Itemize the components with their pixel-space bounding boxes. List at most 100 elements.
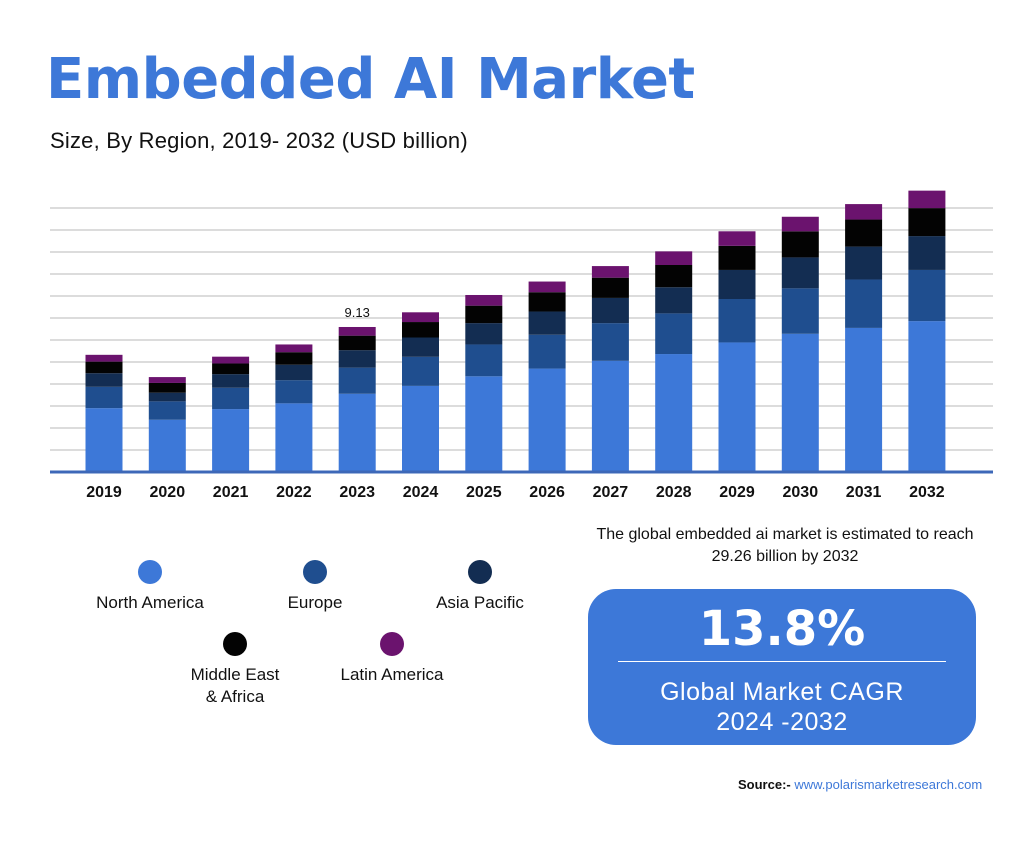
bar-segment-latin-america-2025 (465, 294, 503, 306)
x-tick-label-2032: 2032 (909, 484, 945, 501)
bar-segment-latin-america-2022 (275, 344, 313, 353)
bar-segment-north-america-2028 (655, 354, 693, 472)
bar-segment-middle-east-africa-2020 (148, 382, 186, 393)
x-tick-label-2022: 2022 (276, 484, 312, 501)
bar-segment-middle-east-africa-2027 (591, 277, 629, 298)
bar-segment-europe-2026 (528, 334, 566, 369)
bar-segment-asia-pacific-2026 (528, 311, 566, 335)
legend-label-north-america: North America (96, 593, 204, 612)
bar-segment-europe-2020 (148, 401, 186, 420)
cagr-divider (618, 661, 946, 662)
x-tick-label-2028: 2028 (656, 484, 692, 501)
bar-segment-europe-2019 (85, 386, 123, 409)
bar-segment-north-america-2027 (591, 360, 629, 472)
bar-segment-middle-east-africa-2030 (781, 231, 819, 258)
source-key: Source:- (738, 777, 791, 792)
x-tick-label-2020: 2020 (150, 484, 186, 501)
bar-segment-asia-pacific-2030 (781, 257, 819, 289)
bar-segment-asia-pacific-2022 (275, 364, 313, 381)
bar-segment-europe-2022 (275, 380, 313, 404)
bar-segment-asia-pacific-2032 (908, 236, 946, 270)
source-citation: Source:- www.polarismarketresearch.com (738, 777, 982, 792)
bar-segment-asia-pacific-2020 (148, 392, 186, 402)
source-link[interactable]: www.polarismarketresearch.com (794, 777, 983, 792)
bar-segment-asia-pacific-2027 (591, 297, 629, 324)
bar-segment-europe-2025 (465, 344, 503, 377)
bar-segment-asia-pacific-2031 (845, 246, 883, 280)
bar-segment-middle-east-africa-2023 (338, 335, 376, 351)
bar-segment-middle-east-africa-2019 (85, 361, 123, 374)
cagr-label-line2: 2024 -2032 (716, 708, 848, 736)
bar-segment-north-america-2022 (275, 403, 313, 472)
bar-segment-europe-2023 (338, 367, 376, 394)
chart-title: Embedded AI Market (46, 47, 695, 112)
bar-segment-north-america-2023 (338, 393, 376, 472)
legend-swatch-middle-east-africa (223, 632, 247, 656)
bar-segment-latin-america-2026 (528, 281, 566, 293)
bar-segment-asia-pacific-2024 (402, 337, 439, 357)
x-tick-label-2030: 2030 (783, 484, 819, 501)
bar-segment-latin-america-2032 (908, 190, 946, 209)
cagr-label-line1: Global Market CAGR (660, 678, 904, 706)
legend-swatch-north-america (138, 560, 162, 584)
legend-label-europe: Europe (287, 593, 343, 612)
bar-segment-north-america-2031 (845, 327, 883, 472)
legend-item-latin-america: Latin America (322, 632, 462, 686)
x-tick-label-2029: 2029 (719, 484, 755, 501)
bar-segment-latin-america-2021 (212, 356, 250, 364)
bar-segment-middle-east-africa-2026 (528, 292, 566, 312)
bar-segment-middle-east-africa-2028 (655, 264, 693, 288)
bar-segment-north-america-2021 (212, 409, 250, 472)
legend-label-asia-pacific: Asia Pacific (436, 593, 524, 612)
bar-segment-europe-2021 (212, 387, 250, 410)
bar-segment-middle-east-africa-2022 (275, 352, 313, 365)
cagr-callout: 13.8% Global Market CAGR 2024 -2032 (588, 589, 976, 745)
bar-segment-latin-america-2024 (402, 312, 439, 323)
bar-segment-middle-east-africa-2029 (718, 245, 756, 270)
x-tick-label-2027: 2027 (593, 484, 629, 501)
bar-segment-latin-america-2027 (591, 266, 629, 278)
bar-segment-asia-pacific-2029 (718, 269, 756, 300)
chart-subtitle: Size, By Region, 2019- 2032 (USD billion… (50, 128, 468, 153)
bar-segment-middle-east-africa-2025 (465, 305, 503, 324)
legend-item-north-america: North America (80, 560, 220, 614)
bar-segment-europe-2031 (845, 279, 883, 328)
x-tick-label-2026: 2026 (529, 484, 565, 501)
bar-segment-europe-2027 (591, 323, 629, 361)
bar-segment-asia-pacific-2021 (212, 374, 250, 388)
bar-segment-latin-america-2019 (85, 354, 123, 362)
legend-swatch-europe (303, 560, 327, 584)
bar-segment-latin-america-2023 (338, 326, 376, 336)
x-tick-label-2021: 2021 (213, 484, 249, 501)
legend-label-middle-east-africa: Middle East & Africa (190, 665, 280, 706)
x-tick-label-2031: 2031 (846, 484, 882, 501)
bar-segment-asia-pacific-2028 (655, 287, 693, 314)
bar-segment-north-america-2026 (528, 368, 566, 472)
legend-item-middle-east-africa: Middle East & Africa (170, 632, 300, 708)
bar-segment-north-america-2024 (402, 385, 439, 472)
bar-segment-middle-east-africa-2021 (212, 363, 250, 375)
x-tick-label-2024: 2024 (403, 484, 439, 501)
bar-segment-latin-america-2020 (148, 377, 186, 383)
bar-segment-asia-pacific-2025 (465, 323, 503, 345)
bar-segment-europe-2029 (718, 299, 756, 343)
bar-segment-europe-2028 (655, 313, 693, 355)
legend-item-europe: Europe (255, 560, 375, 614)
bar-segment-north-america-2030 (781, 333, 819, 472)
bar-segment-middle-east-africa-2032 (908, 208, 946, 237)
bar-segment-europe-2032 (908, 269, 946, 322)
data-label-2023: 9.13 (345, 305, 370, 320)
bar-segment-north-america-2020 (148, 419, 186, 472)
market-estimate-note: The global embedded ai market is estimat… (596, 526, 974, 565)
bar-segment-europe-2030 (781, 288, 819, 334)
x-tick-label-2019: 2019 (86, 484, 122, 501)
bar-segment-latin-america-2030 (781, 216, 819, 232)
bar-segment-middle-east-africa-2031 (845, 219, 883, 247)
bar-segment-north-america-2029 (718, 342, 756, 472)
bar-segment-asia-pacific-2023 (338, 350, 376, 368)
x-tick-label-2023: 2023 (339, 484, 375, 501)
cagr-value: 13.8% (698, 601, 866, 657)
bar-segment-latin-america-2029 (718, 231, 756, 246)
legend-label-latin-america: Latin America (340, 665, 444, 684)
